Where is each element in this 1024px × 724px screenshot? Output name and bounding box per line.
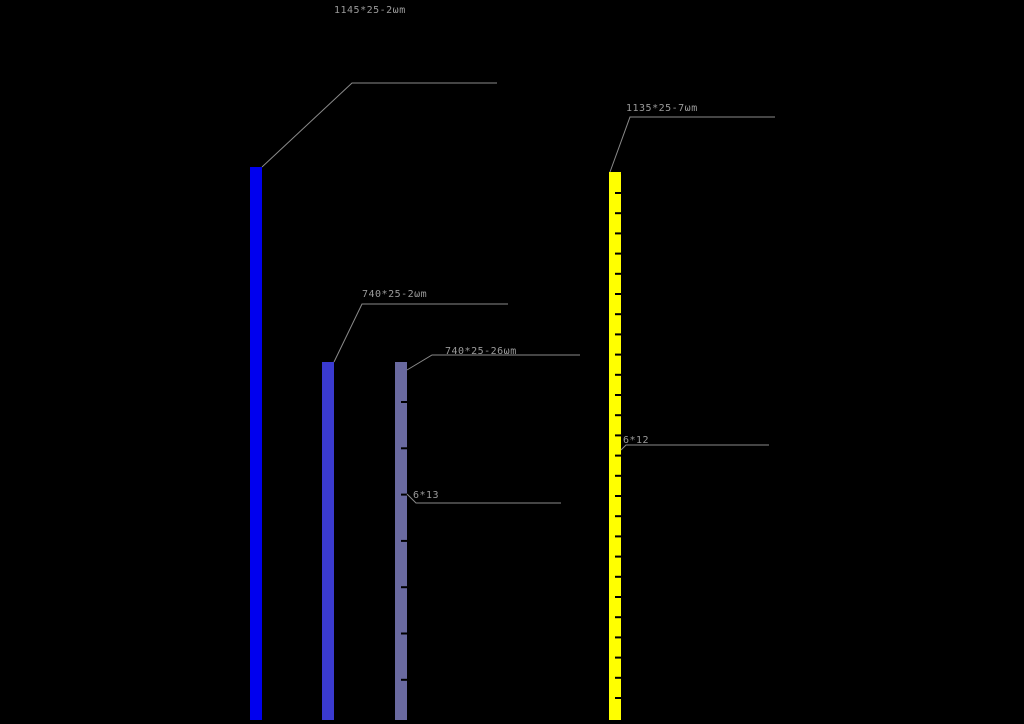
bar-4-notch [615, 414, 621, 417]
bar-3-group: 740*25-26ωm 6*13 [395, 346, 580, 720]
bar-2-group: 740*25-2ωm [322, 289, 508, 720]
bar-3-notches [401, 401, 407, 681]
bar-4-notch [615, 454, 621, 457]
bar-1[interactable] [250, 167, 262, 720]
bar-4-notch [615, 434, 621, 437]
bar-3-notch [401, 447, 407, 450]
bar-1-leader-line [261, 82, 497, 168]
bar-4-notch [615, 575, 621, 578]
bar-4-label: 1135*25-7ωm [626, 103, 698, 114]
bar-3-leader-line [406, 354, 580, 371]
bar-1-label: 1145*25-2ωm [334, 5, 406, 16]
bar-2-label: 740*25-2ωm [362, 289, 427, 300]
bar-4-notch [615, 474, 621, 477]
bar-4-notch [615, 495, 621, 497]
bar-4-notch [615, 636, 621, 639]
bar-4-notch [615, 212, 621, 215]
bar-4-notches [615, 192, 621, 699]
bar-4-notch [615, 232, 621, 235]
bar-1-group: 1145*25-2ωm [250, 5, 497, 720]
bar-4-notch [615, 555, 621, 558]
bar-4-notch [615, 272, 621, 275]
bar-3-notch [401, 539, 407, 542]
bar-4-leader-line [609, 116, 775, 173]
bar-4-group: 1135*25-7ωm 6*12 [609, 103, 775, 720]
bar-4-notch [615, 697, 621, 699]
bar-4-notch [615, 333, 621, 336]
bar-3-notch [401, 678, 407, 681]
bar-4-notch [615, 293, 621, 295]
bar-4-notch [615, 373, 621, 376]
bar-4-notch [615, 676, 621, 679]
bar-4-notch [615, 535, 621, 538]
bar-3-label: 740*25-26ωm [445, 346, 517, 357]
bar-4-notch [615, 616, 621, 619]
bar-3-notch-leader-line [406, 493, 561, 504]
bar-3-notch [401, 401, 407, 403]
bar-4-notch [615, 656, 621, 659]
bar-4-notch [615, 515, 621, 518]
bar-4-notch [615, 353, 621, 356]
bar-4-notch [615, 596, 621, 598]
bar-4-notch [615, 192, 621, 194]
bar-3-notch [401, 632, 407, 635]
bar-4-notch [615, 252, 621, 255]
bar-4-notch [615, 394, 621, 396]
bar-4[interactable] [609, 172, 621, 720]
bar-3-notch [401, 493, 407, 496]
bar-2-leader-line [333, 303, 508, 363]
bar-4-notch [615, 313, 621, 316]
bar-3-notch-label: 6*13 [413, 490, 439, 501]
bar-2[interactable] [322, 362, 334, 720]
bar-4-notch-label: 6*12 [623, 435, 649, 446]
bar-4-notch-leader-line [620, 444, 769, 451]
bar-3-notch [401, 586, 407, 589]
